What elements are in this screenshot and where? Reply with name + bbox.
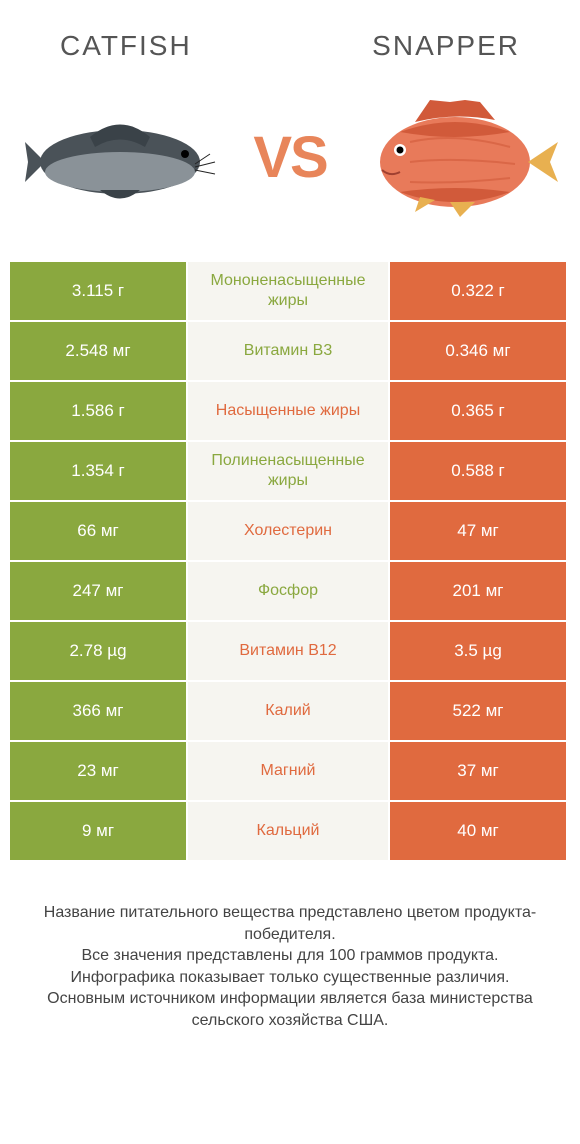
cell-left-value: 3.115 г [10, 262, 186, 320]
cell-right-value: 40 мг [390, 802, 566, 860]
footer-line: Основным источником информации является … [20, 988, 560, 1031]
table-row: 2.78 µgВитамин B123.5 µg [10, 622, 570, 680]
cell-nutrient-label: Калий [188, 682, 388, 740]
table-row: 2.548 мгВитамин B30.346 мг [10, 322, 570, 380]
cell-right-value: 201 мг [390, 562, 566, 620]
cell-left-value: 23 мг [10, 742, 186, 800]
cell-nutrient-label: Кальций [188, 802, 388, 860]
footer-line: Инфографика показывает только существенн… [20, 967, 560, 989]
cell-left-value: 366 мг [10, 682, 186, 740]
cell-left-value: 9 мг [10, 802, 186, 860]
comparison-table: 3.115 гМононенасыщенные жиры0.322 г2.548… [0, 262, 580, 860]
cell-nutrient-label: Холестерин [188, 502, 388, 560]
cell-left-value: 247 мг [10, 562, 186, 620]
cell-nutrient-label: Мононенасыщенные жиры [188, 262, 388, 320]
cell-left-value: 2.548 мг [10, 322, 186, 380]
vs-label: VS [253, 124, 326, 191]
cell-right-value: 0.346 мг [390, 322, 566, 380]
title-right: SNAPPER [372, 30, 520, 62]
table-row: 1.354 гПолиненасыщенные жиры0.588 г [10, 442, 570, 500]
cell-right-value: 47 мг [390, 502, 566, 560]
header: CATFISH SNAPPER [0, 0, 580, 72]
cell-left-value: 1.354 г [10, 442, 186, 500]
title-left: CATFISH [60, 30, 192, 62]
snapper-image [360, 82, 560, 232]
table-row: 66 мгХолестерин47 мг [10, 502, 570, 560]
cell-right-value: 0.588 г [390, 442, 566, 500]
cell-left-value: 1.586 г [10, 382, 186, 440]
cell-left-value: 66 мг [10, 502, 186, 560]
cell-nutrient-label: Полиненасыщенные жиры [188, 442, 388, 500]
cell-right-value: 0.322 г [390, 262, 566, 320]
table-row: 366 мгКалий522 мг [10, 682, 570, 740]
cell-nutrient-label: Фосфор [188, 562, 388, 620]
table-row: 23 мгМагний37 мг [10, 742, 570, 800]
cell-nutrient-label: Витамин B12 [188, 622, 388, 680]
cell-right-value: 37 мг [390, 742, 566, 800]
table-row: 1.586 гНасыщенные жиры0.365 г [10, 382, 570, 440]
footer-line: Название питательного вещества представл… [20, 902, 560, 945]
table-row: 3.115 гМононенасыщенные жиры0.322 г [10, 262, 570, 320]
footer-notes: Название питательного вещества представл… [0, 862, 580, 1032]
catfish-image [20, 82, 220, 232]
table-row: 9 мгКальций40 мг [10, 802, 570, 860]
cell-right-value: 522 мг [390, 682, 566, 740]
cell-nutrient-label: Витамин B3 [188, 322, 388, 380]
table-row: 247 мгФосфор201 мг [10, 562, 570, 620]
cell-right-value: 0.365 г [390, 382, 566, 440]
cell-nutrient-label: Насыщенные жиры [188, 382, 388, 440]
footer-line: Все значения представлены для 100 граммо… [20, 945, 560, 967]
images-row: VS [0, 72, 580, 262]
catfish-icon [20, 92, 220, 222]
cell-nutrient-label: Магний [188, 742, 388, 800]
cell-left-value: 2.78 µg [10, 622, 186, 680]
cell-right-value: 3.5 µg [390, 622, 566, 680]
snapper-icon [360, 92, 560, 222]
